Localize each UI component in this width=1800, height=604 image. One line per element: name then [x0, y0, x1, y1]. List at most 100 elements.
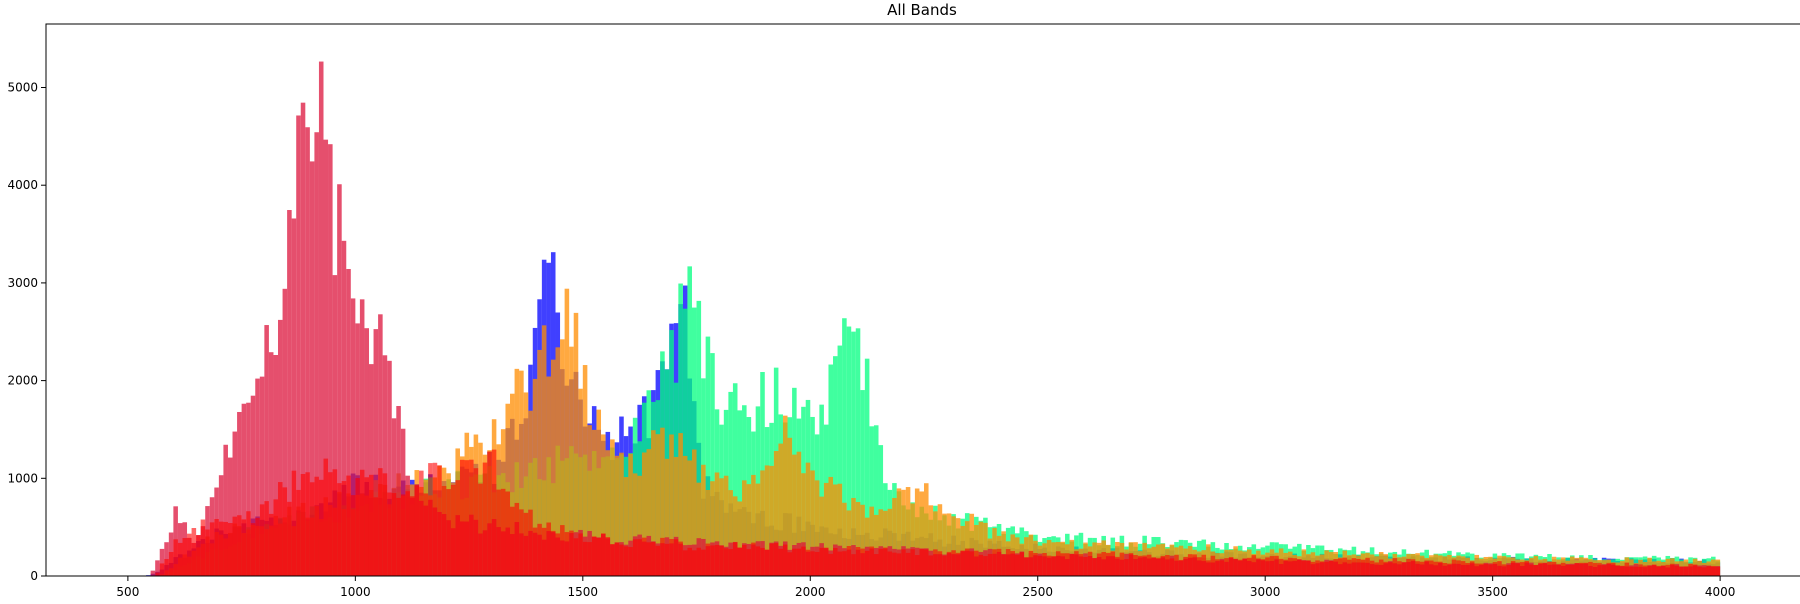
histogram-bar — [787, 437, 793, 576]
histogram-bar — [892, 497, 897, 576]
histogram-bar — [719, 545, 724, 576]
histogram-bar — [705, 543, 711, 576]
histogram-bar — [237, 411, 242, 576]
histogram-bar — [792, 548, 797, 576]
histogram-bar — [1024, 557, 1029, 576]
histogram-bar — [355, 478, 360, 576]
histogram-bar — [587, 542, 592, 576]
histogram-bar — [505, 403, 511, 576]
histogram-bar — [719, 478, 724, 576]
histogram-bar — [528, 410, 533, 576]
x-axis: 500 1000 1500 2000 2500 3000 3500 4000 — [116, 576, 1735, 599]
histogram-bar — [1265, 557, 1270, 576]
histogram-bar — [928, 555, 934, 576]
histogram-bar — [1424, 560, 1429, 576]
histogram-bar — [778, 443, 783, 576]
histogram-bar — [1033, 553, 1038, 576]
histogram-bar — [519, 509, 524, 576]
histogram-bar — [842, 502, 847, 576]
histogram-bar — [578, 388, 583, 576]
histogram-bar — [1606, 562, 1611, 576]
histogram-bar — [1215, 559, 1220, 576]
histogram-bar — [1024, 537, 1029, 576]
histogram-bar — [300, 473, 306, 576]
y-tick-label: 4000 — [7, 178, 38, 192]
histogram-bar — [168, 552, 174, 576]
histogram-bar — [264, 325, 269, 576]
histogram-bar — [1092, 558, 1097, 576]
histogram-bar — [819, 547, 824, 576]
histogram-bar — [182, 538, 188, 576]
histogram-bar — [469, 459, 474, 576]
histogram-bar — [678, 541, 683, 576]
histogram-bar — [796, 451, 802, 576]
histogram-bar — [464, 460, 470, 576]
histogram-bar — [273, 355, 279, 576]
histogram-bar — [641, 537, 647, 576]
histogram-bar — [660, 427, 665, 576]
histogram-bar — [933, 511, 938, 576]
histogram-bar — [287, 501, 292, 576]
histogram-bar — [1183, 556, 1188, 576]
histogram-bar — [1656, 565, 1661, 576]
histogram-bar — [1365, 557, 1370, 576]
histogram-bar — [205, 529, 210, 576]
histogram-bar — [278, 319, 283, 576]
histogram-bar — [1515, 563, 1520, 576]
histogram-bar — [901, 549, 906, 576]
histogram-bar — [1638, 564, 1643, 576]
histogram-bar — [732, 383, 738, 576]
histogram-bar — [346, 269, 351, 576]
histogram-bar — [532, 527, 538, 576]
histogram-bar — [628, 547, 633, 576]
histogram-bar — [1538, 562, 1543, 576]
histogram-bar — [873, 425, 879, 576]
histogram-bar — [946, 551, 952, 576]
histogram-bar — [1688, 563, 1693, 576]
histogram-bar — [1601, 565, 1607, 576]
histogram-bar — [851, 331, 856, 576]
histogram-bar — [368, 474, 374, 576]
histogram-bar — [678, 283, 683, 576]
histogram-bar — [546, 522, 551, 576]
histogram-bar — [1192, 554, 1197, 576]
x-tick-label: 3500 — [1477, 585, 1508, 599]
histogram-bar — [687, 460, 692, 576]
histogram-bar — [619, 452, 624, 576]
histogram-bar — [601, 533, 606, 576]
histogram-bar — [864, 358, 870, 576]
histogram-bar — [1506, 564, 1511, 576]
histogram-bar — [610, 544, 615, 576]
histogram-bar — [337, 184, 342, 577]
histogram-bar — [364, 477, 369, 576]
histogram-bar — [869, 426, 874, 576]
histogram-bar — [309, 161, 315, 576]
histogram-bar — [227, 523, 233, 576]
histogram-bar — [487, 451, 492, 576]
histogram-bar — [591, 536, 597, 576]
histogram-bar — [318, 61, 324, 577]
histogram-bar — [510, 393, 515, 576]
histogram-bar — [610, 439, 615, 576]
histogram-bar — [742, 544, 747, 576]
histogram-bar — [819, 496, 824, 576]
histogram-bar — [1438, 561, 1443, 576]
histogram-bar — [910, 503, 915, 576]
histogram-bar — [1610, 562, 1616, 576]
histogram-bar — [605, 537, 611, 576]
histogram-bar — [523, 512, 529, 576]
histogram-bar — [924, 549, 929, 576]
histogram-bar — [1356, 558, 1361, 576]
histogram-bar — [1492, 562, 1498, 576]
histogram-bar — [296, 115, 301, 577]
histogram-bar — [669, 538, 674, 576]
histogram-bar — [873, 514, 879, 576]
histogram-bar — [1165, 554, 1170, 576]
histogram-bar — [564, 532, 570, 576]
histogram-bar — [833, 484, 838, 576]
histogram-bar — [1274, 555, 1279, 576]
histogram-bar — [801, 546, 806, 576]
histogram-bar — [1406, 559, 1411, 576]
